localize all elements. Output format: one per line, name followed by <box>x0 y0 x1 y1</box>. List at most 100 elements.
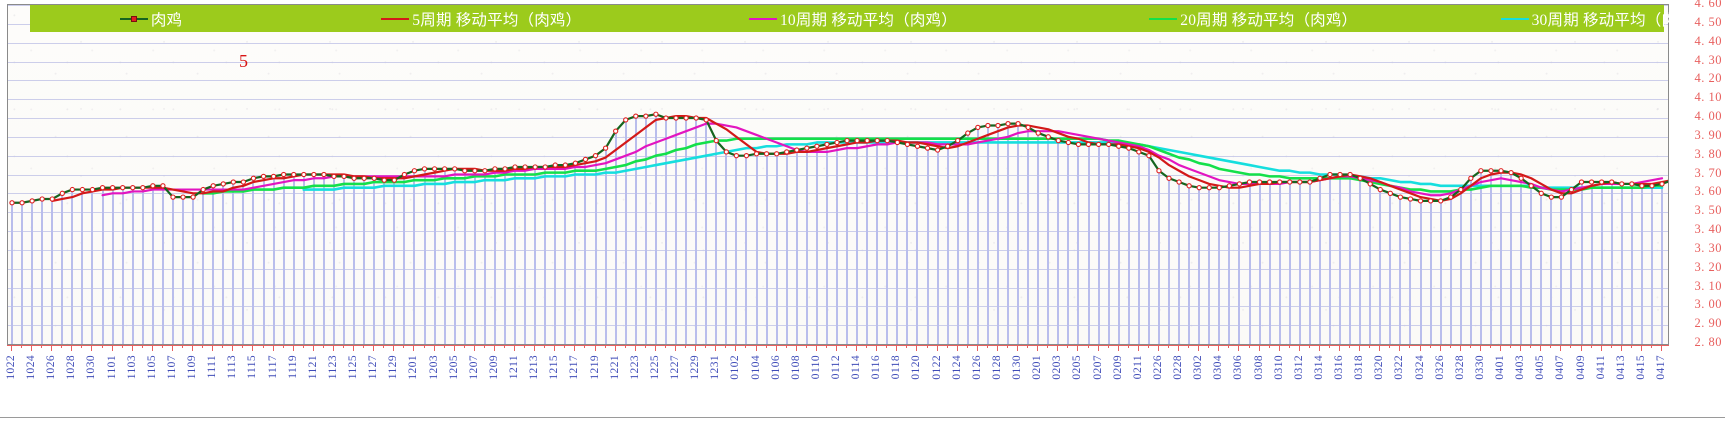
x-axis-tick-label: 1127 <box>367 355 380 380</box>
x-axis-tick-label: 1221 <box>608 355 621 380</box>
bar <box>926 148 929 344</box>
data-point-marker <box>1176 179 1182 185</box>
data-point-marker <box>180 194 186 200</box>
x-axis-tick <box>1600 345 1602 351</box>
x-axis-tick <box>1489 345 1491 348</box>
bar <box>242 182 245 344</box>
x-axis-tick-label: 0407 <box>1554 355 1567 380</box>
bar <box>906 144 909 344</box>
x-axis-tick-label: 0417 <box>1655 355 1667 380</box>
bar <box>312 174 315 344</box>
legend-swatch-icon <box>381 12 410 26</box>
x-axis-tick-label: 1203 <box>427 355 440 380</box>
data-point-marker <box>1337 171 1343 178</box>
x-axis-tick <box>302 345 304 348</box>
bar <box>564 165 567 344</box>
bar <box>1308 182 1311 344</box>
bar <box>292 174 295 344</box>
x-axis-tick <box>91 345 93 351</box>
x-axis-tick <box>493 345 495 351</box>
data-point-marker <box>381 177 387 183</box>
bar <box>1560 197 1563 344</box>
bar <box>1419 200 1422 344</box>
legend-item-ma10[interactable]: 10周期 移动平均（肉鸡） <box>748 8 957 30</box>
bar <box>71 189 74 344</box>
data-point-marker <box>1528 183 1534 189</box>
x-axis-tick <box>745 345 747 348</box>
bar <box>1007 123 1010 344</box>
x-axis-tick-label: 0318 <box>1353 355 1366 380</box>
data-point-marker <box>763 151 770 157</box>
bar <box>1339 174 1342 344</box>
data-point-marker <box>441 166 448 172</box>
data-point-marker <box>1156 168 1162 174</box>
data-point-marker <box>945 143 951 149</box>
gridline <box>8 306 1668 308</box>
legend-item-broiler[interactable]: 肉鸡 <box>119 8 183 30</box>
x-axis-tick <box>1127 345 1129 348</box>
x-axis-tick <box>695 345 697 351</box>
bar <box>1288 182 1291 344</box>
bar <box>664 118 667 344</box>
data-point-marker <box>411 168 418 174</box>
data-point-marker <box>230 179 236 185</box>
x-axis-tick-label: 0403 <box>1514 355 1527 380</box>
x-axis-tick <box>825 345 827 348</box>
data-point-marker <box>874 137 880 144</box>
data-point-marker <box>542 164 548 170</box>
bar <box>654 114 657 344</box>
x-axis-tick <box>785 345 787 348</box>
data-point-marker <box>29 198 35 204</box>
data-point-marker <box>1578 179 1585 185</box>
x-axis-tick <box>1067 345 1069 348</box>
bar <box>876 140 879 344</box>
bar <box>403 174 406 344</box>
line-series-svg <box>9 111 1668 206</box>
data-point-marker <box>894 139 901 146</box>
data-point-marker <box>1236 181 1243 187</box>
data-point-marker <box>995 122 1001 129</box>
data-point-marker <box>89 186 96 193</box>
x-axis-tick <box>182 345 184 348</box>
bar <box>765 153 768 344</box>
x-axis-tick <box>1157 345 1159 351</box>
data-point-marker <box>1609 179 1615 185</box>
bar <box>936 150 939 344</box>
legend-item-ma20[interactable]: 20周期 移动平均（肉鸡） <box>1149 8 1357 30</box>
y-axis-tick-label: 3. 20 <box>1694 259 1722 274</box>
data-point-marker <box>19 200 25 206</box>
bar <box>614 131 617 344</box>
bar <box>1268 182 1271 344</box>
legend-item-ma30[interactable]: 30周期 移动平均（肉鸡） <box>1500 8 1709 30</box>
legend-label: 肉鸡 <box>150 11 183 29</box>
data-point-marker <box>1367 181 1373 187</box>
x-axis-tick-label: 1030 <box>85 355 98 380</box>
x-axis-tick <box>1580 345 1582 351</box>
data-point-marker <box>1538 190 1544 196</box>
y-axis-tick-label: 3. 40 <box>1694 222 1722 236</box>
legend-item-ma5[interactable]: 5周期 移动平均（肉鸡） <box>381 8 581 30</box>
x-axis-tick <box>312 345 314 351</box>
bar <box>644 116 647 344</box>
bar <box>1147 155 1150 344</box>
bar <box>252 178 255 344</box>
data-point-marker <box>331 173 337 180</box>
bar <box>1409 198 1412 344</box>
bar <box>332 176 335 344</box>
bar <box>866 140 869 344</box>
x-axis-tick-label: 1219 <box>588 355 601 380</box>
x-axis-tick <box>1620 345 1622 351</box>
data-point-marker <box>291 171 297 178</box>
data-point-marker <box>1126 145 1132 151</box>
data-point-marker <box>592 153 599 159</box>
y-axis-tick-label: 3. 30 <box>1694 240 1722 255</box>
x-axis-tick <box>644 345 646 348</box>
y-axis-tick-label: 3. 50 <box>1694 203 1722 218</box>
legend-label: 5周期 移动平均（肉鸡） <box>412 11 582 29</box>
data-point-marker <box>452 166 458 172</box>
x-axis-tick <box>1540 345 1542 351</box>
data-point-marker <box>220 181 226 187</box>
x-axis-tick <box>232 345 234 351</box>
data-point-marker <box>401 171 408 178</box>
data-point-marker <box>1266 179 1273 185</box>
